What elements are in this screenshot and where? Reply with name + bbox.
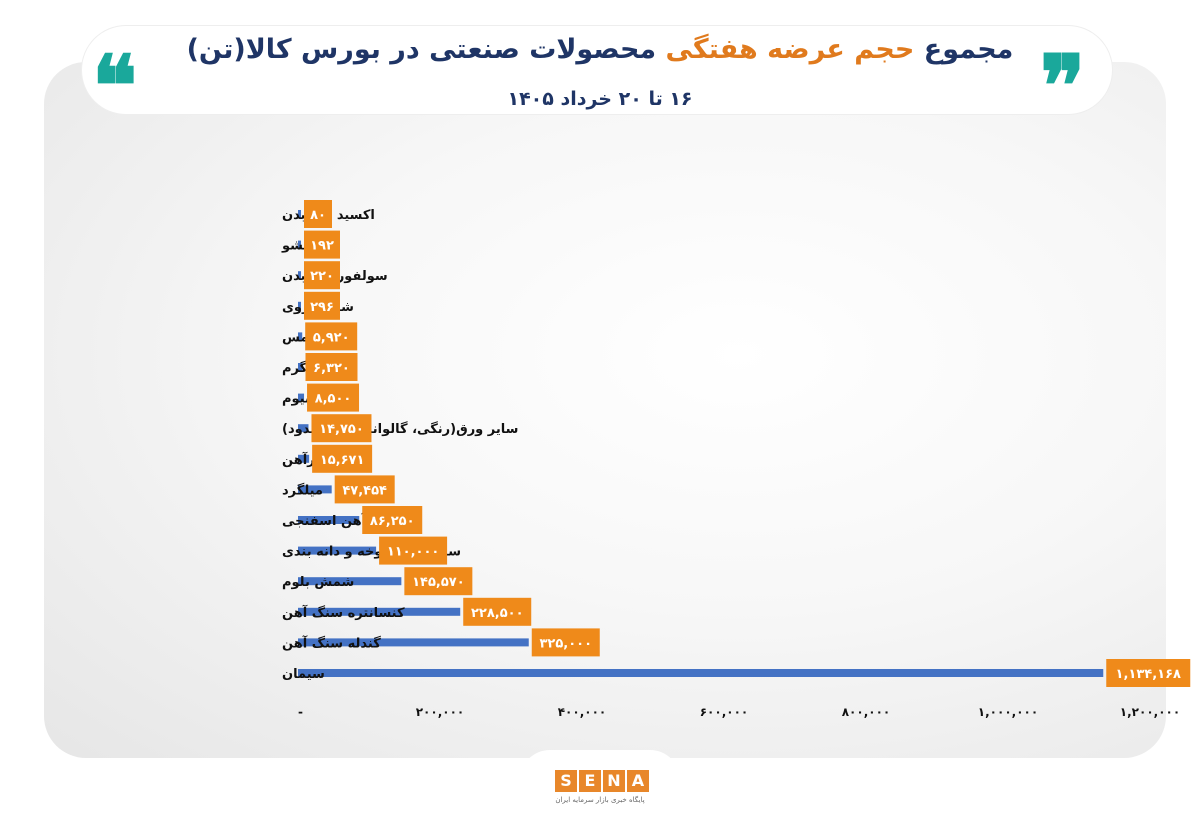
data-label-box: [1106, 659, 1191, 687]
data-label: ۱۹۲: [310, 239, 334, 254]
data-label-box: [379, 536, 448, 565]
data-label: ۱۴,۷۵۰: [319, 422, 364, 437]
data-label: ۵,۹۲۰: [313, 330, 350, 345]
data-label: ۲۹۶: [310, 300, 334, 315]
data-label-box: [362, 506, 423, 534]
data-label-box: [307, 383, 360, 412]
x-tick-label: ۱,۰۰۰,۰۰۰: [978, 705, 1038, 719]
data-label: ۱۱۰,۰۰۰: [387, 545, 440, 560]
data-label: ۸۰: [310, 208, 326, 223]
data-label-box: [531, 628, 600, 657]
logo-letter: A: [627, 770, 649, 792]
data-label-box: [305, 322, 358, 351]
chart-subtitle: ۱۶ تا ۲۰ خرداد ۱۴۰۵: [507, 88, 693, 110]
category-label: گندله سنگ آهن: [282, 634, 381, 651]
quote-open-icon: ❝: [92, 36, 138, 135]
category-label: آهن اسفنجی: [282, 512, 367, 529]
x-tick-label: ۱,۲۰۰,۰۰۰: [1120, 705, 1180, 719]
data-label-box: [304, 200, 332, 228]
bar: [298, 210, 301, 218]
bar: [298, 669, 1104, 677]
data-label-box: [334, 475, 395, 504]
logo-letter: E: [579, 770, 601, 792]
data-label: ۴۷,۴۵۴: [342, 483, 387, 498]
title-part-2: حجم عرضه هفتگی: [665, 34, 915, 65]
data-label-box: [304, 230, 340, 259]
category-label: سیمان: [282, 667, 325, 682]
bar: [298, 546, 377, 555]
data-label-box: [312, 444, 373, 473]
x-tick-label: ۶۰۰,۰۰۰: [700, 705, 749, 719]
x-tick-label: ۲۰۰,۰۰۰: [416, 705, 465, 719]
quote-close-icon: ❞: [1040, 36, 1086, 135]
category-label: میلگرد: [282, 482, 323, 498]
bar: [298, 516, 360, 524]
bar: [298, 607, 461, 616]
data-label: ۲۲۸,۵۰۰: [471, 606, 524, 621]
title-banner: [82, 26, 1112, 114]
data-label: ۲۲۰: [310, 269, 334, 284]
bar: [298, 454, 310, 463]
data-label-box: [305, 353, 358, 381]
sena-logo: S E N A: [555, 770, 649, 792]
category-label: شمش بلوم: [282, 575, 354, 590]
bar: [298, 363, 303, 371]
category-label: کنسانتره سنگ آهن: [282, 604, 405, 621]
logo-letter: N: [603, 770, 625, 792]
x-tick-label: ۴۰۰,۰۰۰: [558, 705, 607, 719]
category-label: مس: [282, 330, 308, 345]
data-label-box: [404, 567, 473, 596]
data-label-box: [463, 597, 532, 626]
data-label-box: [304, 291, 340, 320]
bar: [298, 638, 529, 647]
x-tick-label: ۸۰۰,۰۰۰: [842, 705, 891, 719]
bar: [298, 485, 332, 494]
data-label: ۸۶,۲۵۰: [370, 514, 415, 529]
data-label-box: [311, 414, 372, 443]
data-label: ۶,۳۲۰: [313, 361, 350, 376]
chart-card: [44, 62, 1166, 758]
bar: [298, 393, 305, 402]
bar: [298, 332, 303, 341]
data-label: ۱۵,۶۷۱: [320, 453, 365, 468]
data-label: ۸,۵۰۰: [315, 392, 352, 407]
title-part-1: مجموع: [923, 34, 1014, 65]
bar: [298, 577, 402, 586]
data-label: ۳۲۵,۰۰۰: [539, 636, 592, 651]
bar: [298, 301, 301, 310]
title-part-3: محصولات صنعتی در بورس کالا(تن): [186, 34, 657, 65]
bar: [298, 240, 301, 249]
logo-letter: S: [555, 770, 577, 792]
logo-tagline: پایگاه خبری بازار سرمایه ایران: [555, 796, 645, 804]
data-label-box: [304, 261, 340, 290]
bar: [298, 271, 301, 280]
chart-title: مجموع حجم عرضه هفتگی محصولات صنعتی در بو…: [150, 34, 1050, 65]
x-tick-label: -: [298, 705, 303, 719]
data-label: ۱۴۵,۵۷۰: [412, 575, 465, 590]
bar: [298, 424, 309, 433]
data-label: ۱,۱۳۴,۱۶۸: [1116, 667, 1181, 682]
